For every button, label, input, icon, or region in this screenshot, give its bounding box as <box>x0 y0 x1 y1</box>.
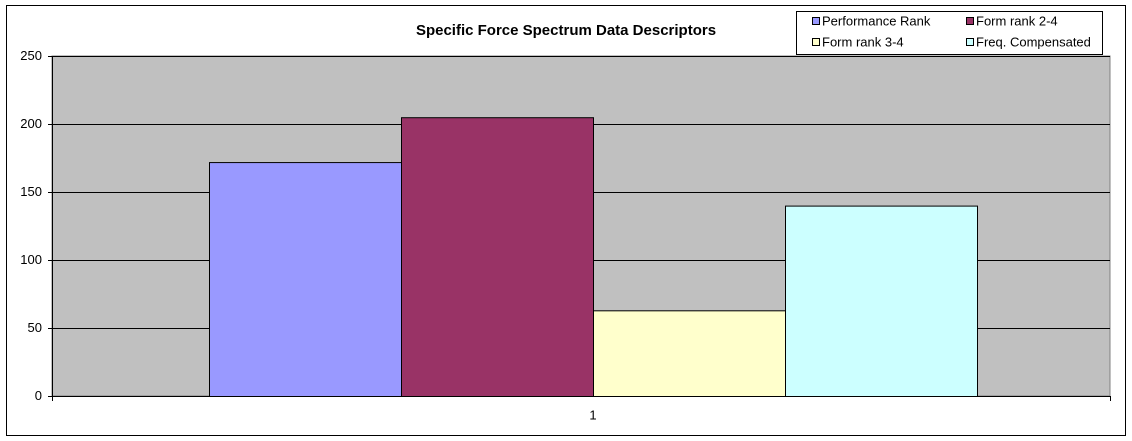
legend-label: Freq. Compensated <box>976 34 1091 49</box>
legend-swatch <box>812 17 820 25</box>
y-tick-label: 200 <box>20 116 42 131</box>
y-tick-label: 0 <box>35 388 42 403</box>
y-tick-label: 150 <box>20 184 42 199</box>
legend-swatch <box>966 38 974 46</box>
bar <box>593 310 786 398</box>
legend-label: Form rank 2-4 <box>976 13 1058 28</box>
bar <box>401 117 594 397</box>
y-tick-label: 250 <box>20 48 42 63</box>
x-tick-label: 1 <box>589 407 596 422</box>
legend-swatch <box>812 38 820 46</box>
bar <box>785 205 978 397</box>
legend-label: Form rank 3-4 <box>822 34 904 49</box>
chart-title: Specific Force Spectrum Data Descriptors <box>416 22 716 39</box>
y-tick-label: 50 <box>28 320 42 335</box>
legend-box <box>796 11 1103 55</box>
legend-swatch <box>966 17 974 25</box>
legend-label: Performance Rank <box>822 13 931 28</box>
bar <box>209 162 402 397</box>
y-tick-label: 100 <box>20 252 42 267</box>
